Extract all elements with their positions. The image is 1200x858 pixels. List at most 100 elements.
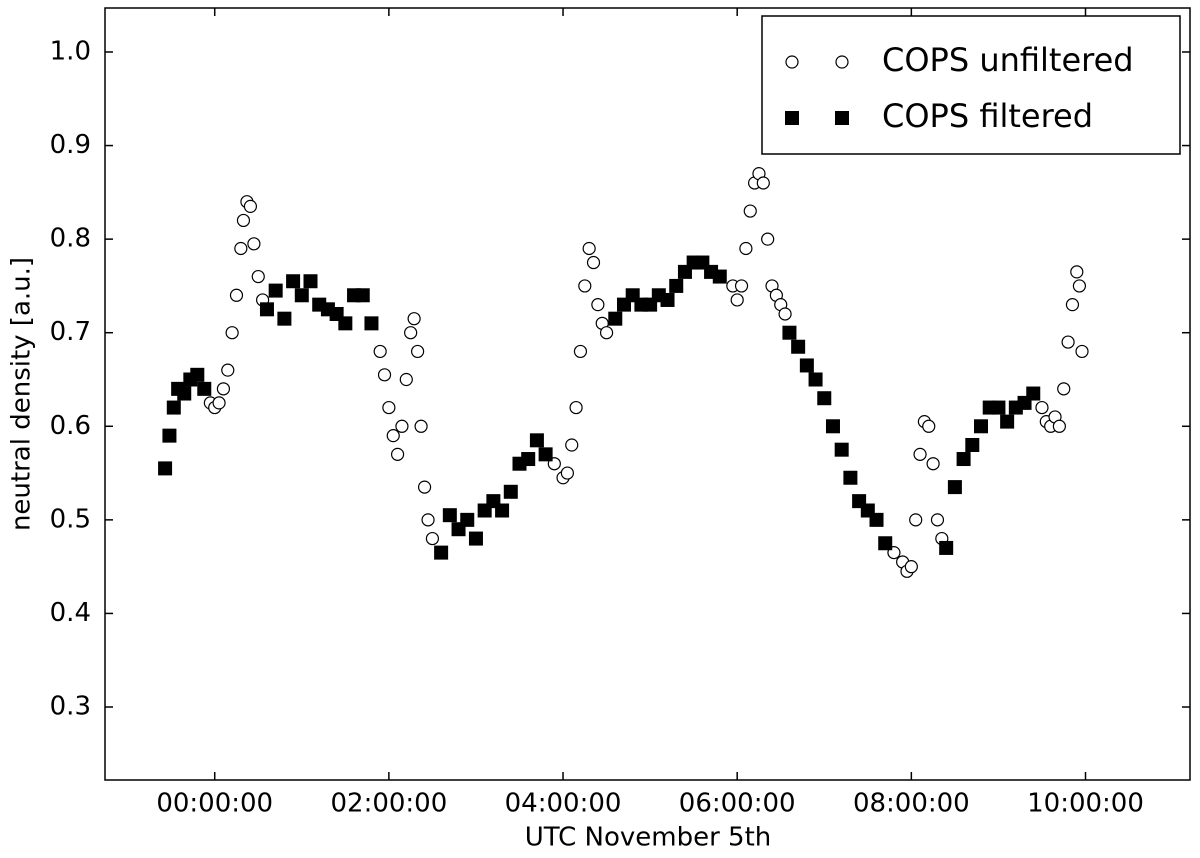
- point: [761, 232, 775, 246]
- point: [965, 437, 980, 452]
- point: [743, 204, 757, 218]
- point: [956, 452, 971, 467]
- point: [1000, 414, 1015, 429]
- point: [913, 447, 927, 461]
- legend-marker: [785, 55, 799, 69]
- x-axis-label: UTC November 5th: [525, 823, 772, 853]
- point: [730, 293, 744, 307]
- x-tick-label: 00:00:00: [156, 789, 273, 819]
- legend-marker: [785, 111, 799, 125]
- y-tick-label: 0.8: [50, 224, 91, 254]
- point: [236, 213, 251, 228]
- y-tick-label: 0.9: [50, 130, 91, 160]
- point: [712, 269, 727, 284]
- point: [569, 400, 583, 415]
- point: [538, 447, 553, 462]
- point: [355, 288, 370, 303]
- point: [930, 513, 945, 527]
- point: [799, 358, 814, 373]
- point: [1070, 265, 1084, 279]
- point: [158, 461, 173, 476]
- point: [778, 307, 792, 321]
- point: [1026, 386, 1041, 401]
- point: [364, 316, 379, 331]
- legend-label: COPS unfiltered: [882, 41, 1134, 79]
- point: [1072, 279, 1087, 293]
- point: [382, 400, 396, 415]
- x-tick-label: 10:00:00: [1027, 789, 1144, 819]
- point: [414, 419, 428, 433]
- point: [434, 545, 449, 560]
- point: [229, 288, 244, 302]
- point: [582, 241, 596, 256]
- point: [390, 447, 405, 461]
- point: [869, 512, 884, 527]
- point: [922, 419, 936, 433]
- point: [442, 508, 457, 523]
- point: [756, 176, 770, 190]
- point: [221, 363, 235, 377]
- y-tick-label: 0.3: [50, 692, 91, 722]
- point: [834, 442, 849, 457]
- point: [425, 531, 440, 546]
- point: [991, 400, 1006, 415]
- point: [212, 396, 226, 410]
- y-tick-label: 0.5: [50, 504, 91, 534]
- point: [1057, 382, 1071, 396]
- point: [521, 452, 536, 467]
- point: [660, 292, 675, 307]
- plot-frame: [104, 7, 1191, 781]
- point: [878, 536, 893, 551]
- point: [395, 419, 409, 433]
- point: [468, 531, 483, 546]
- point: [926, 457, 940, 471]
- point: [939, 540, 954, 555]
- y-tick-label: 0.7: [50, 317, 91, 347]
- point: [338, 316, 353, 331]
- point: [599, 326, 614, 340]
- point: [669, 278, 684, 293]
- point: [1065, 298, 1080, 312]
- point: [1061, 335, 1075, 349]
- legend-marker: [835, 111, 849, 125]
- point: [286, 274, 301, 289]
- point: [247, 237, 261, 251]
- point: [565, 438, 579, 452]
- x-tick-label: 06:00:00: [679, 789, 796, 819]
- legend-label: COPS filtered: [882, 97, 1093, 135]
- point: [573, 344, 588, 359]
- point: [234, 241, 248, 256]
- point: [377, 368, 392, 382]
- point: [294, 288, 309, 303]
- point: [373, 344, 387, 359]
- point: [1052, 419, 1066, 433]
- point: [417, 480, 432, 494]
- point: [197, 381, 212, 396]
- y-axis-label: neutral density [a.u.]: [7, 257, 37, 531]
- point: [166, 400, 181, 415]
- point: [1075, 344, 1089, 359]
- point: [162, 428, 177, 443]
- point: [268, 283, 283, 298]
- point: [277, 311, 292, 326]
- point: [817, 391, 832, 406]
- point: [421, 513, 435, 527]
- point: [177, 386, 192, 401]
- point: [904, 560, 918, 574]
- point: [586, 255, 601, 270]
- point: [974, 419, 989, 434]
- point: [739, 241, 753, 256]
- point: [529, 433, 544, 448]
- legend-box: [761, 15, 1181, 155]
- point: [909, 513, 923, 527]
- y-tick-label: 0.6: [50, 411, 91, 441]
- point: [808, 372, 823, 387]
- x-tick-label: 02:00:00: [330, 789, 447, 819]
- point: [251, 269, 265, 284]
- point: [791, 339, 806, 354]
- point: [216, 382, 231, 396]
- x-tick-label: 08:00:00: [853, 789, 970, 819]
- point: [243, 199, 258, 213]
- point: [407, 312, 421, 326]
- point: [411, 344, 425, 359]
